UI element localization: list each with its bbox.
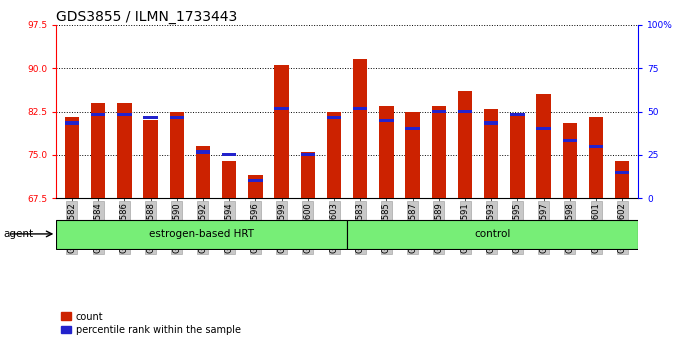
Bar <box>300 152 315 198</box>
Bar <box>248 179 263 182</box>
Bar <box>91 103 106 198</box>
Text: GDS3855 / ILMN_1733443: GDS3855 / ILMN_1733443 <box>56 10 237 24</box>
FancyBboxPatch shape <box>56 220 347 249</box>
Bar <box>300 153 315 156</box>
Bar <box>353 107 368 110</box>
Bar <box>615 171 630 174</box>
Text: control: control <box>474 229 511 239</box>
Bar <box>91 113 106 116</box>
Bar <box>405 112 420 198</box>
Bar <box>196 146 210 198</box>
Bar <box>222 161 237 198</box>
Bar <box>536 127 551 130</box>
Bar <box>143 120 158 198</box>
FancyBboxPatch shape <box>347 220 638 249</box>
Bar <box>431 110 446 113</box>
Bar <box>143 116 158 119</box>
Bar <box>274 65 289 198</box>
Bar <box>484 109 499 198</box>
Bar <box>353 59 368 198</box>
Bar <box>327 116 341 119</box>
Bar <box>536 94 551 198</box>
Bar <box>510 113 525 116</box>
Bar <box>615 161 630 198</box>
Bar <box>64 121 79 125</box>
Bar <box>458 110 472 113</box>
Text: estrogen-based HRT: estrogen-based HRT <box>149 229 255 239</box>
Bar <box>405 127 420 130</box>
Bar <box>563 123 577 198</box>
Bar <box>117 113 132 116</box>
Legend: count, percentile rank within the sample: count, percentile rank within the sample <box>61 312 241 335</box>
Bar <box>458 91 472 198</box>
Bar <box>117 103 132 198</box>
Bar <box>169 116 184 119</box>
Bar <box>274 107 289 110</box>
Bar <box>169 112 184 198</box>
Bar <box>248 175 263 198</box>
Bar <box>589 145 603 148</box>
Bar <box>510 114 525 198</box>
Bar <box>327 112 341 198</box>
Bar <box>222 153 237 156</box>
Bar <box>379 106 394 198</box>
Bar <box>431 106 446 198</box>
Bar <box>64 117 79 198</box>
Bar <box>379 119 394 122</box>
Bar <box>589 117 603 198</box>
Bar <box>196 150 210 154</box>
Bar <box>484 121 499 125</box>
Bar <box>563 139 577 142</box>
Text: agent: agent <box>3 229 34 239</box>
